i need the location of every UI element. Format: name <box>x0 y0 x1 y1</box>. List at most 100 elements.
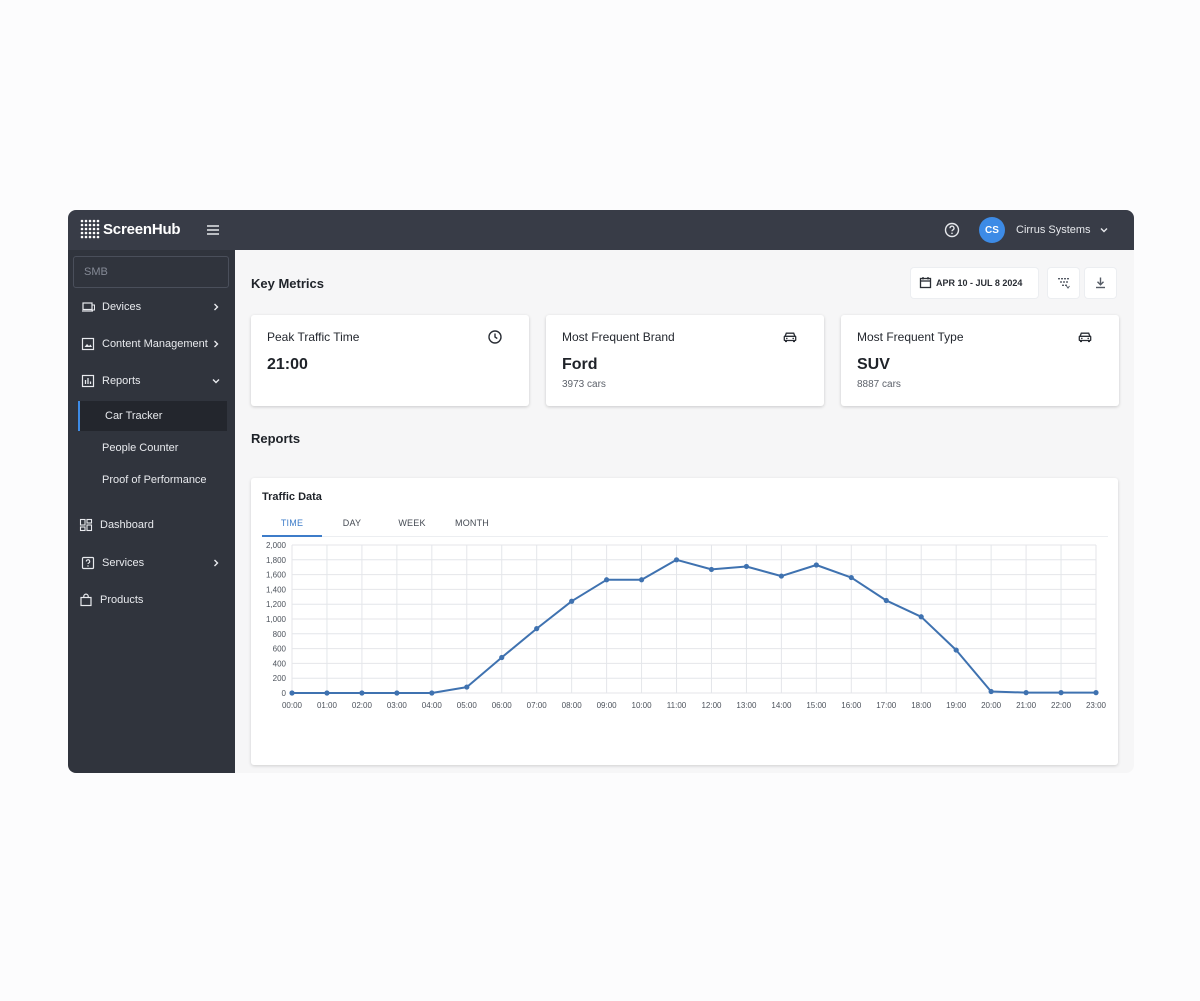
sidebar-item-label: Reports <box>102 375 141 387</box>
help-box-icon <box>81 556 95 570</box>
sidebar-item-content-management[interactable]: Content Management <box>68 330 235 358</box>
sidebar-subitem-label: Car Tracker <box>105 410 163 422</box>
data-point <box>534 626 540 632</box>
filter-icon <box>1058 278 1070 289</box>
x-tick-label: 19:00 <box>946 701 967 710</box>
traffic-series-line <box>292 558 1096 694</box>
metric-value: 21:00 <box>267 356 308 373</box>
metric-sub: 8887 cars <box>857 379 901 390</box>
avatar[interactable]: CS <box>979 217 1005 243</box>
download-button[interactable] <box>1085 268 1116 298</box>
filter-button[interactable] <box>1048 268 1079 298</box>
x-tick-label: 21:00 <box>1016 701 1037 710</box>
download-icon <box>1096 277 1105 289</box>
chevron-down-icon <box>212 379 220 384</box>
tab-time[interactable]: TIME <box>262 511 322 537</box>
data-point <box>778 573 784 579</box>
sidebar-search-input[interactable] <box>73 256 229 288</box>
sidebar-item-reports[interactable]: Reports <box>68 367 235 395</box>
x-tick-label: 07:00 <box>527 701 548 710</box>
data-point <box>604 577 610 583</box>
metric-title: Most Frequent Brand <box>562 330 675 344</box>
y-tick-label: 1,000 <box>266 615 287 624</box>
key-metrics-title: Key Metrics <box>251 276 324 291</box>
x-tick-label: 00:00 <box>282 701 303 710</box>
data-point <box>359 690 365 696</box>
metric-sub: 3973 cars <box>562 379 606 390</box>
data-point <box>394 690 400 696</box>
sidebar: Devices Content Management Reports Car T… <box>68 250 235 773</box>
chevron-right-icon <box>214 559 219 567</box>
data-point <box>1023 690 1029 696</box>
data-point <box>743 563 750 570</box>
data-point <box>673 557 680 563</box>
x-tick-label: 13:00 <box>736 701 757 710</box>
x-tick-label: 12:00 <box>701 701 722 710</box>
sidebar-item-services[interactable]: Services <box>68 549 235 577</box>
y-tick-label: 1,800 <box>266 556 287 565</box>
help-icon[interactable] <box>943 221 961 239</box>
reports-title: Reports <box>251 431 301 446</box>
chevron-down-icon[interactable] <box>1098 224 1110 236</box>
y-tick-label: 800 <box>273 630 287 639</box>
metric-card-frequent-type: Most Frequent Type SUV 8887 cars <box>841 315 1119 406</box>
car-icon <box>783 332 797 343</box>
x-tick-label: 05:00 <box>457 701 478 710</box>
y-tick-label: 600 <box>273 645 287 654</box>
chart-tabs: TIME DAY WEEK MONTH <box>262 511 1108 537</box>
x-tick-label: 20:00 <box>981 701 1002 710</box>
sidebar-item-label: Services <box>102 557 145 569</box>
sidebar-item-dashboard[interactable]: Dashboard <box>68 511 235 539</box>
x-tick-label: 17:00 <box>876 701 897 710</box>
date-range-button[interactable]: APR 10 - JUL 8 2024 <box>911 268 1038 298</box>
date-range-label: APR 10 - JUL 8 2024 <box>936 278 1023 288</box>
devices-icon <box>82 302 95 312</box>
tab-week[interactable]: WEEK <box>398 518 426 528</box>
y-tick-label: 2,000 <box>266 541 287 550</box>
sidebar-subitem-people-counter[interactable]: People Counter <box>78 433 227 463</box>
metric-title: Peak Traffic Time <box>267 330 360 344</box>
sidebar-subitem-label: People Counter <box>102 442 179 454</box>
x-tick-label: 11:00 <box>667 701 687 710</box>
data-point <box>1093 690 1099 696</box>
account-name[interactable]: Cirrus Systems <box>1016 224 1091 236</box>
y-tick-label: 400 <box>273 659 287 668</box>
image-icon <box>81 337 95 351</box>
calendar-icon <box>919 277 932 289</box>
logo[interactable]: ScreenHub <box>80 219 181 240</box>
data-point <box>1058 690 1064 696</box>
chevron-right-icon <box>214 303 219 311</box>
bag-icon <box>80 593 92 607</box>
x-tick-label: 06:00 <box>492 701 513 710</box>
data-point <box>324 690 330 696</box>
data-point <box>953 647 959 653</box>
metric-value: SUV <box>857 356 890 373</box>
sidebar-item-devices[interactable]: Devices <box>68 293 235 321</box>
metric-title: Most Frequent Type <box>857 330 964 344</box>
y-tick-label: 200 <box>273 674 287 683</box>
metric-card-frequent-brand: Most Frequent Brand Ford 3973 cars <box>546 315 824 406</box>
sidebar-subitem-car-tracker[interactable]: Car Tracker <box>78 401 227 431</box>
dashboard-icon <box>79 518 93 532</box>
sidebar-item-label: Products <box>100 594 144 606</box>
x-tick-label: 03:00 <box>387 701 408 710</box>
data-point <box>918 614 924 620</box>
x-tick-label: 02:00 <box>352 701 373 710</box>
data-point <box>813 562 819 568</box>
x-tick-label: 08:00 <box>562 701 583 710</box>
logo-grid-icon <box>80 219 100 239</box>
data-point <box>569 598 575 604</box>
data-point <box>289 690 295 696</box>
main-content: Key Metrics APR 10 - JUL 8 2024 Peak Tra… <box>235 250 1134 773</box>
data-point <box>848 574 854 581</box>
chart-card-title: Traffic Data <box>262 491 322 503</box>
tab-month[interactable]: MONTH <box>455 518 489 528</box>
hamburger-menu-icon[interactable] <box>204 222 222 238</box>
y-tick-label: 1,600 <box>266 571 287 580</box>
sidebar-subitem-proof-of-performance[interactable]: Proof of Performance <box>78 465 227 495</box>
brand-name: ScreenHub <box>103 221 181 238</box>
tab-day[interactable]: DAY <box>342 518 362 528</box>
data-point <box>464 684 470 690</box>
sidebar-item-products[interactable]: Products <box>68 586 235 614</box>
y-tick-label: 1,400 <box>266 585 287 594</box>
